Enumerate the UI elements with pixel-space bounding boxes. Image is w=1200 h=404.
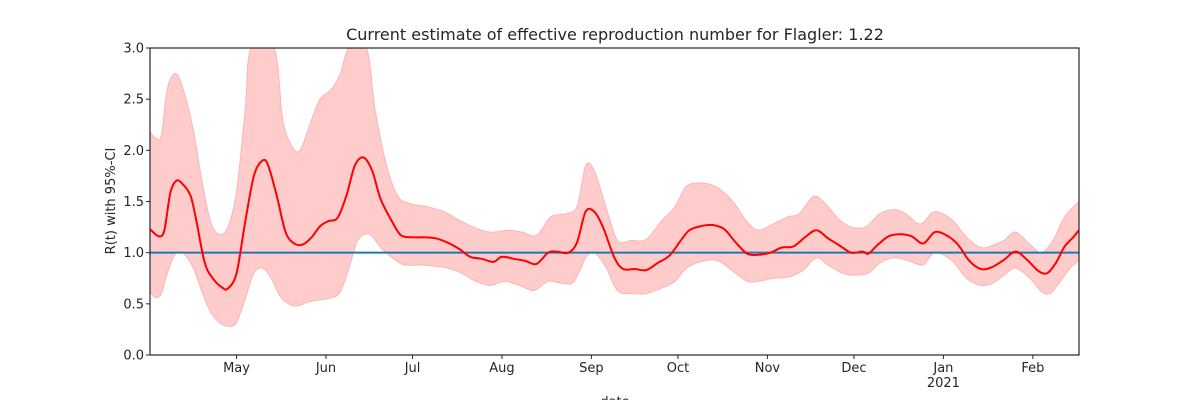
ci-upper-line	[150, 48, 1079, 254]
y-tick-label: 0.5	[123, 297, 144, 312]
y-tick-label: 2.0	[123, 144, 144, 159]
x-tick-label: Jun	[315, 361, 336, 376]
x-tick-label: Jan	[932, 361, 953, 376]
x-tick-label: Jul	[404, 361, 421, 376]
x-tick-label: Dec	[841, 361, 866, 376]
x-tick-label: Oct	[667, 361, 689, 376]
x-tick-label: Sep	[579, 361, 604, 376]
y-tick-label: 2.5	[123, 93, 144, 108]
y-axis-label: R(t) with 95%-CI	[104, 148, 119, 255]
ci-band	[150, 48, 1079, 327]
plot-area	[150, 48, 1079, 327]
ci-lower-line	[150, 233, 1079, 327]
x-axis-label: date	[600, 395, 629, 400]
y-axis: 0.0 0.5 1.0 1.5 2.0 2.5 3.0	[123, 42, 150, 364]
x-tick-year-label: 2021	[927, 376, 960, 391]
x-tick-label: Nov	[755, 361, 781, 376]
y-tick-label: 0.0	[123, 349, 144, 364]
x-tick-label: Feb	[1021, 361, 1044, 376]
x-tick-label: May	[223, 361, 250, 376]
y-tick-label: 3.0	[123, 42, 144, 57]
chart-title: Current estimate of effective reproducti…	[346, 25, 884, 44]
rt-estimate-line	[150, 156, 1079, 291]
x-tick-label: Aug	[489, 361, 514, 376]
y-tick-label: 1.0	[123, 246, 144, 261]
y-tick-label: 1.5	[123, 195, 144, 210]
